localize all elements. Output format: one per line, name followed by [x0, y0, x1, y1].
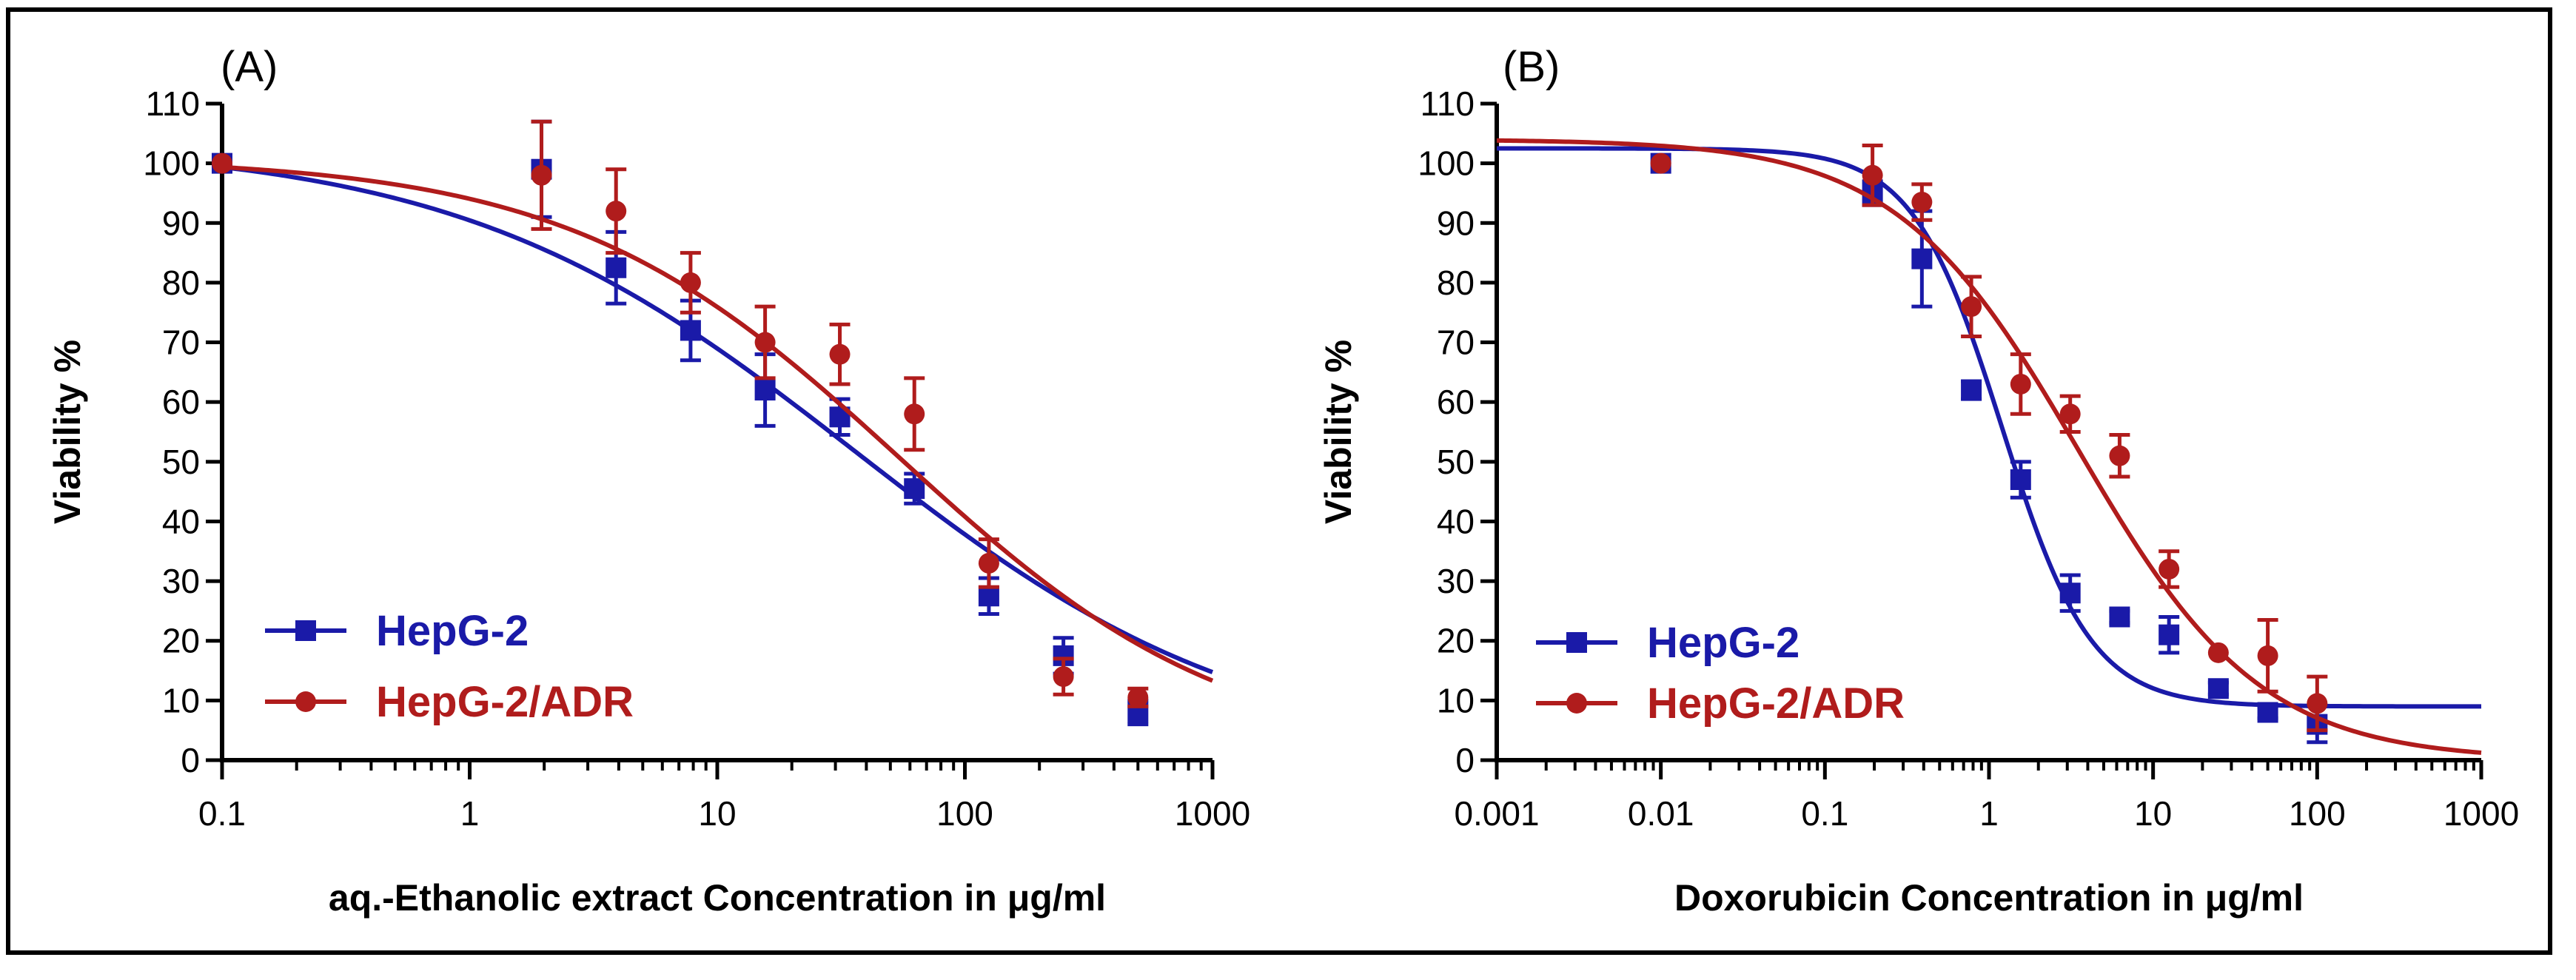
data-point-square: [2010, 469, 2031, 491]
x-tick-label: 0.1: [1801, 794, 1848, 833]
data-point-square: [1911, 248, 1933, 269]
x-tick-label: 100: [2289, 794, 2346, 833]
y-axis-title: Viability %: [1318, 340, 1359, 524]
data-point-square: [2257, 702, 2278, 723]
panel-label: (A): [221, 43, 278, 91]
data-point-circle: [531, 164, 552, 186]
data-point-circle: [2257, 645, 2278, 666]
x-tick-label: 1: [1979, 794, 1999, 833]
data-point-circle: [829, 343, 851, 365]
panel-label: (B): [1503, 43, 1560, 91]
x-tick-label: 1: [460, 794, 480, 833]
y-tick-label: 10: [1437, 681, 1475, 719]
y-tick-label: 10: [162, 681, 200, 719]
x-tick-label: 0.1: [198, 794, 246, 833]
x-tick-label: 10: [698, 794, 736, 833]
data-point-square: [606, 257, 627, 278]
y-tick-label: 100: [143, 144, 200, 183]
legend-marker-circle: [1566, 693, 1587, 714]
fit-curve-hepg-2: [1497, 146, 2481, 709]
data-point-circle: [904, 403, 925, 425]
y-tick-label: 70: [162, 323, 200, 362]
y-tick-label: 60: [1437, 383, 1475, 421]
y-tick-label: 40: [162, 502, 200, 540]
data-point-circle: [2059, 403, 2081, 425]
x-tick-label: 0.01: [1628, 794, 1694, 833]
legend-marker-square: [1566, 632, 1587, 653]
x-tick-label: 0.001: [1454, 794, 1539, 833]
data-point-circle: [1911, 192, 1933, 213]
legend-marker-circle: [295, 691, 316, 712]
legend-label: HepG-2: [1647, 619, 1799, 667]
fit-curve-hepg-2: [221, 164, 1214, 674]
data-point-circle: [2010, 373, 2031, 395]
data-point-square: [2109, 606, 2130, 628]
data-point-circle: [1127, 687, 1149, 708]
legend-label: HepG-2: [376, 607, 529, 655]
data-point-square: [2207, 678, 2229, 699]
data-point-circle: [754, 332, 776, 353]
x-tick-label: 1000: [2443, 794, 2519, 833]
y-tick-label: 30: [162, 562, 200, 600]
data-point-circle: [978, 552, 999, 574]
x-axis-title: aq.-Ethanolic extract Concentration in μ…: [329, 877, 1106, 919]
y-axis-title: Viability %: [47, 340, 88, 524]
fit-curve-hepg-2-adr: [1496, 138, 2482, 755]
data-point-circle: [1862, 164, 1883, 186]
data-point-square: [680, 320, 701, 341]
x-tick-label: 1000: [1175, 794, 1250, 833]
data-point-circle: [1650, 152, 1671, 174]
x-tick-label: 100: [936, 794, 993, 833]
y-tick-label: 0: [181, 741, 200, 779]
data-point-circle: [680, 272, 701, 293]
y-tick-label: 0: [1455, 741, 1475, 779]
y-tick-label: 40: [1437, 502, 1475, 540]
legend-marker-square: [295, 620, 316, 641]
data-point-circle: [2207, 642, 2229, 663]
legend-label: HepG-2/ADR: [1647, 679, 1905, 728]
y-tick-label: 80: [162, 264, 200, 302]
data-point-circle: [1053, 666, 1074, 688]
y-tick-label: 110: [1421, 84, 1475, 123]
data-point-circle: [2159, 558, 2180, 580]
data-point-square: [2159, 624, 2180, 645]
y-tick-label: 50: [162, 443, 200, 481]
y-tick-label: 50: [1437, 443, 1475, 481]
y-tick-label: 90: [162, 204, 200, 242]
x-tick-label: 10: [2134, 794, 2172, 833]
data-point-circle: [2307, 693, 2328, 714]
y-tick-label: 90: [1437, 204, 1475, 242]
fit-curve-hepg-2-adr: [221, 164, 1214, 683]
y-tick-label: 20: [162, 622, 200, 660]
data-point-square: [904, 478, 925, 500]
data-point-circle: [2109, 445, 2130, 466]
data-point-square: [1961, 380, 1982, 401]
data-point-circle: [606, 201, 627, 222]
data-point-square: [978, 585, 999, 607]
y-tick-label: 70: [1437, 323, 1475, 362]
y-tick-label: 30: [1437, 562, 1475, 600]
y-tick-label: 110: [146, 84, 200, 123]
data-point-circle: [1961, 296, 1982, 318]
y-tick-label: 60: [162, 383, 200, 421]
data-point-square: [754, 380, 776, 401]
y-tick-label: 20: [1437, 622, 1475, 660]
data-point-square: [2059, 583, 2081, 604]
x-axis-title: Doxorubicin Concentration in μg/ml: [1674, 877, 2304, 919]
y-tick-label: 100: [1418, 144, 1475, 183]
figure-frame: [6, 7, 2552, 955]
data-point-circle: [212, 152, 232, 174]
y-tick-label: 80: [1437, 264, 1475, 302]
legend-label: HepG-2/ADR: [376, 678, 634, 726]
